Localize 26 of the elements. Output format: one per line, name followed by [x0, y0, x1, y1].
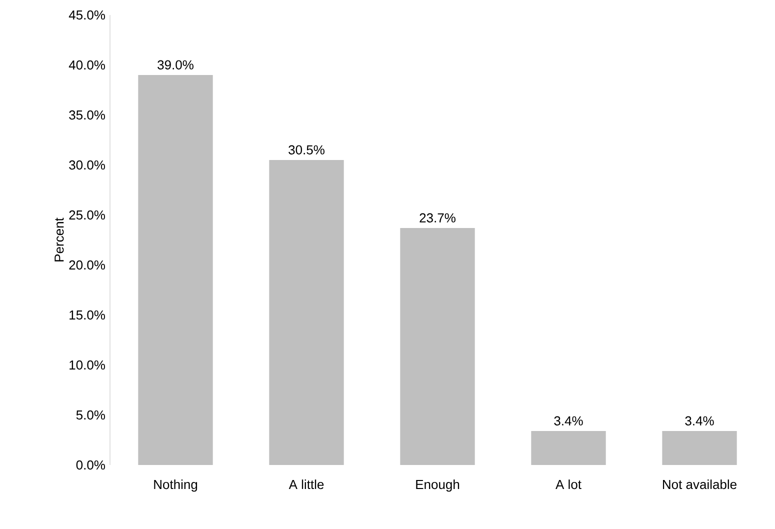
data-label: 3.4% [554, 416, 583, 426]
data-label: 30.5% [288, 145, 324, 154]
y-tick-label: 15.0% [70, 310, 105, 320]
y-tick-label: 10.0% [70, 360, 105, 370]
y-tick-label: 0.0% [76, 460, 105, 470]
y-tick-label: 25.0% [69, 210, 105, 220]
bar [269, 160, 344, 465]
data-label: 39.0% [158, 60, 194, 70]
y-tick-label: 40.0% [68, 60, 105, 70]
data-label: 3.4% [685, 416, 714, 426]
bar [138, 75, 213, 465]
x-tick-label: A little [288, 480, 324, 490]
y-tick-label: 5.0% [76, 410, 105, 420]
bar [662, 431, 737, 465]
x-tick-label: Enough [416, 480, 460, 492]
y-tick-label: 30.0% [69, 160, 105, 170]
bar [531, 431, 606, 465]
bar [400, 228, 475, 465]
data-label: 23.7% [420, 213, 456, 222]
y-tick-label: 35.0% [69, 110, 105, 120]
y-tick-label: 45.0% [68, 10, 105, 20]
y-axis-title: Percent [54, 218, 64, 262]
x-tick-label: A lot [556, 480, 582, 490]
x-tick-label: Not available [662, 480, 736, 490]
x-tick-label: Nothing [154, 480, 198, 492]
y-tick-label: 20.0% [69, 260, 105, 270]
